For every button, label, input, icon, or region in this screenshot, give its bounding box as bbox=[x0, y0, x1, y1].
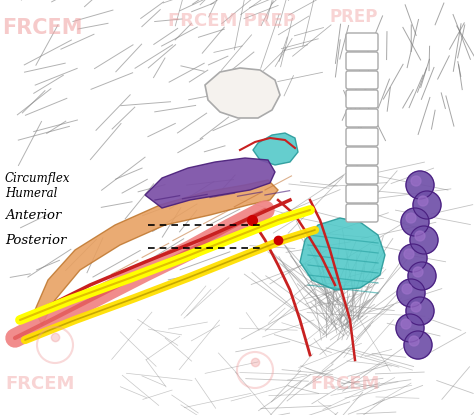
Circle shape bbox=[399, 244, 427, 272]
FancyBboxPatch shape bbox=[346, 128, 378, 146]
Polygon shape bbox=[300, 218, 385, 290]
Circle shape bbox=[410, 226, 438, 254]
Circle shape bbox=[404, 249, 414, 259]
FancyBboxPatch shape bbox=[346, 33, 378, 51]
Polygon shape bbox=[205, 68, 280, 118]
Circle shape bbox=[413, 191, 441, 219]
Circle shape bbox=[396, 314, 424, 342]
Circle shape bbox=[406, 171, 434, 199]
Circle shape bbox=[404, 331, 432, 359]
Circle shape bbox=[401, 319, 411, 329]
Circle shape bbox=[402, 284, 412, 294]
FancyBboxPatch shape bbox=[346, 52, 378, 70]
Text: Posterior: Posterior bbox=[5, 234, 66, 247]
Polygon shape bbox=[145, 158, 275, 208]
Circle shape bbox=[411, 302, 421, 312]
Polygon shape bbox=[253, 133, 298, 165]
Text: Circumflex
Humeral: Circumflex Humeral bbox=[5, 172, 71, 200]
Text: Anterior: Anterior bbox=[5, 208, 61, 222]
Circle shape bbox=[409, 336, 419, 346]
Text: PREP: PREP bbox=[330, 8, 378, 26]
Circle shape bbox=[413, 267, 423, 277]
FancyBboxPatch shape bbox=[346, 90, 378, 108]
FancyBboxPatch shape bbox=[346, 109, 378, 127]
Circle shape bbox=[406, 213, 416, 223]
FancyBboxPatch shape bbox=[346, 204, 378, 222]
Circle shape bbox=[401, 208, 429, 236]
Circle shape bbox=[397, 279, 425, 307]
Circle shape bbox=[415, 231, 425, 241]
FancyBboxPatch shape bbox=[346, 185, 378, 203]
Circle shape bbox=[406, 297, 434, 325]
Text: FRCEM: FRCEM bbox=[2, 18, 82, 38]
Text: FRCEM: FRCEM bbox=[5, 375, 74, 393]
Circle shape bbox=[408, 262, 436, 290]
Text: FRCEM PREP: FRCEM PREP bbox=[168, 12, 296, 30]
Circle shape bbox=[418, 196, 428, 206]
Text: FRCEM: FRCEM bbox=[310, 375, 379, 393]
FancyBboxPatch shape bbox=[346, 71, 378, 89]
FancyBboxPatch shape bbox=[346, 166, 378, 184]
Circle shape bbox=[411, 176, 421, 186]
Polygon shape bbox=[35, 180, 278, 325]
FancyBboxPatch shape bbox=[346, 147, 378, 165]
